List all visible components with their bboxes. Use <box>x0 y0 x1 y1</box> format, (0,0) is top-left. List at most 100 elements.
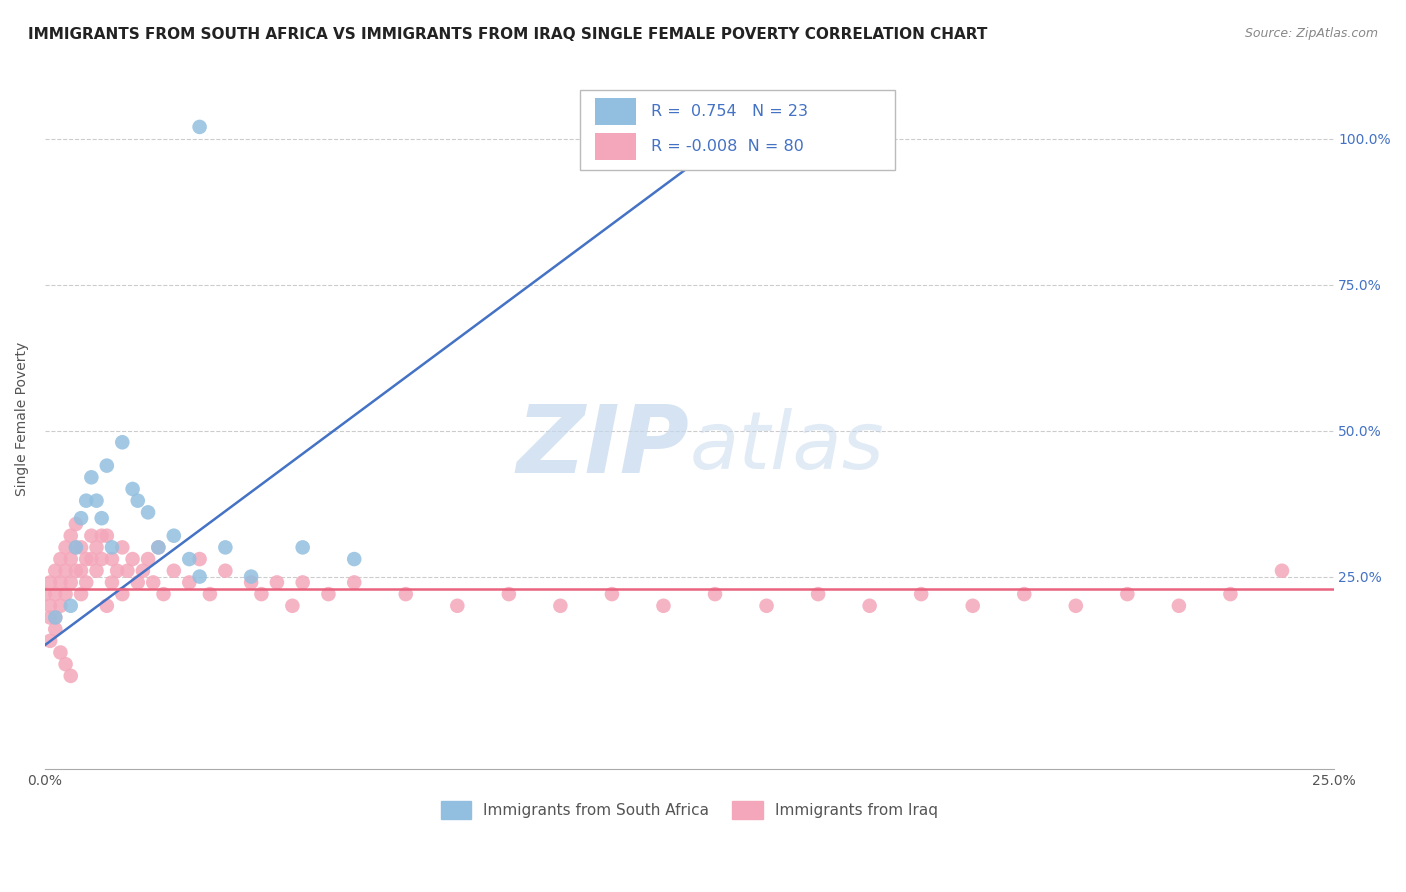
Point <box>704 587 727 601</box>
Point <box>148 541 170 555</box>
Point <box>127 493 149 508</box>
Point <box>55 587 77 601</box>
Point <box>55 657 77 672</box>
Point <box>962 599 984 613</box>
Point <box>343 575 366 590</box>
Point <box>179 552 201 566</box>
Point <box>132 564 155 578</box>
Point <box>96 529 118 543</box>
Point <box>1271 564 1294 578</box>
Point <box>55 564 77 578</box>
Point <box>70 541 93 555</box>
Point <box>395 587 418 601</box>
Point <box>148 541 170 555</box>
Point <box>111 587 134 601</box>
Point <box>136 505 159 519</box>
Point <box>86 541 108 555</box>
FancyBboxPatch shape <box>579 89 896 170</box>
Point <box>188 569 211 583</box>
Y-axis label: Single Female Poverty: Single Female Poverty <box>15 342 30 496</box>
Point <box>49 575 72 590</box>
Point <box>755 599 778 613</box>
Legend: Immigrants from South Africa, Immigrants from Iraq: Immigrants from South Africa, Immigrants… <box>434 795 943 825</box>
Point <box>188 552 211 566</box>
Point <box>96 599 118 613</box>
Point <box>49 599 72 613</box>
Point <box>152 587 174 601</box>
Point <box>75 493 97 508</box>
Point <box>1064 599 1087 613</box>
Point <box>859 599 882 613</box>
Point <box>291 541 314 555</box>
Point <box>136 552 159 566</box>
Point <box>65 516 87 531</box>
Point <box>96 458 118 473</box>
Point <box>127 575 149 590</box>
Point <box>59 575 82 590</box>
Point <box>65 541 87 555</box>
Point <box>105 564 128 578</box>
Point <box>291 575 314 590</box>
Point <box>250 587 273 601</box>
Text: R = -0.008  N = 80: R = -0.008 N = 80 <box>651 139 803 153</box>
Text: ZIP: ZIP <box>516 401 689 493</box>
Point <box>44 622 66 636</box>
Point <box>59 669 82 683</box>
Point <box>179 575 201 590</box>
Point <box>1167 599 1189 613</box>
Point <box>198 587 221 601</box>
Point <box>1116 587 1139 601</box>
Point <box>39 633 62 648</box>
Point <box>266 575 288 590</box>
Point <box>86 493 108 508</box>
Point <box>90 511 112 525</box>
Point <box>75 552 97 566</box>
Point <box>1219 587 1241 601</box>
Point <box>121 482 143 496</box>
Point <box>39 575 62 590</box>
Point <box>90 529 112 543</box>
Point <box>188 120 211 134</box>
Point <box>121 552 143 566</box>
Point <box>318 587 340 601</box>
Point <box>807 587 830 601</box>
Point <box>39 599 62 613</box>
Point <box>498 587 520 601</box>
Point <box>59 529 82 543</box>
Point <box>550 599 572 613</box>
Point <box>44 610 66 624</box>
Point <box>163 529 186 543</box>
Point <box>101 541 124 555</box>
Point <box>101 552 124 566</box>
Point <box>101 575 124 590</box>
Point <box>55 541 77 555</box>
Point <box>1012 587 1035 601</box>
Point <box>446 599 468 613</box>
Point <box>652 599 675 613</box>
Point <box>44 610 66 624</box>
Point <box>49 552 72 566</box>
Text: Source: ZipAtlas.com: Source: ZipAtlas.com <box>1244 27 1378 40</box>
Point <box>214 564 236 578</box>
Point <box>117 564 139 578</box>
Point <box>214 541 236 555</box>
Point <box>80 552 103 566</box>
Point <box>59 552 82 566</box>
Point <box>80 529 103 543</box>
Point <box>281 599 304 613</box>
Point <box>70 587 93 601</box>
Point <box>90 552 112 566</box>
Point <box>49 646 72 660</box>
Text: IMMIGRANTS FROM SOUTH AFRICA VS IMMIGRANTS FROM IRAQ SINGLE FEMALE POVERTY CORRE: IMMIGRANTS FROM SOUTH AFRICA VS IMMIGRAN… <box>28 27 987 42</box>
Point <box>34 587 56 601</box>
Point <box>65 564 87 578</box>
Point <box>59 599 82 613</box>
Point <box>163 564 186 578</box>
Point <box>75 575 97 590</box>
Point <box>600 587 623 601</box>
Point <box>240 569 263 583</box>
Point <box>111 435 134 450</box>
Point <box>44 587 66 601</box>
Bar <box>595 98 637 125</box>
Point <box>70 511 93 525</box>
